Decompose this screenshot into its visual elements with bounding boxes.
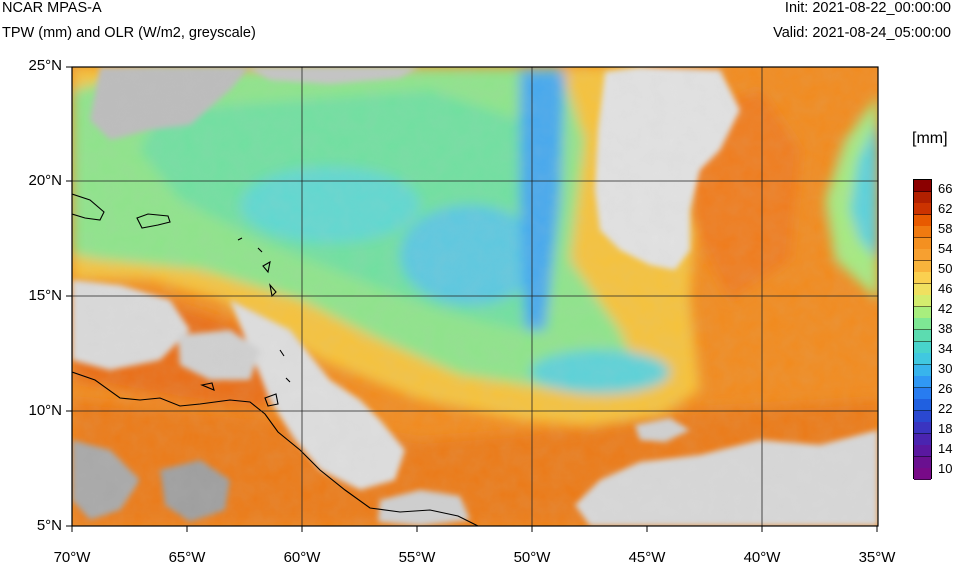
colorbar-swatch [914,249,931,262]
lon-label: 45°W [628,549,666,566]
colorbar-swatch [914,422,931,435]
colorbar-units: [mm] [912,130,948,147]
colorbar-swatch [914,387,931,400]
lon-label: 70°W [53,549,91,566]
colorbar-swatch [914,214,931,227]
colorbar-label: 58 [938,221,953,236]
init-time: Init: 2021-08-22_00:00:00 [784,0,951,16]
colorbar-label: 38 [938,321,953,336]
lat-label: 5°N [36,517,62,534]
lat-label: 20°N [28,172,62,189]
colorbar-label: 22 [938,401,953,416]
colorbar-swatch [914,330,931,343]
coastlines [72,193,479,526]
lon-label: 50°W [513,549,551,566]
olr-clouds [72,67,878,526]
colorbar-label: 46 [938,281,953,296]
colorbar [913,179,932,481]
colorbar-label: 54 [938,241,953,256]
lon-label: 35°W [858,549,896,566]
colorbar-swatch [914,399,931,412]
lat-label: 10°N [28,402,62,419]
colorbar-swatch [914,191,931,204]
colorbar-swatch [914,445,931,458]
colorbar-swatch [914,180,931,193]
colorbar-label: 62 [938,201,953,216]
colorbar-label: 14 [938,441,953,456]
colorbar-swatch [914,283,931,296]
colorbar-label: 34 [938,341,953,356]
lon-label: 55°W [398,549,436,566]
colorbar-label: 10 [938,461,953,476]
lat-label: 25°N [28,57,62,74]
colorbar-swatch [914,318,931,331]
colorbar-swatch [914,433,931,446]
field-description: TPW (mm) and OLR (W/m2, greyscale) [2,25,256,41]
lat-label: 15°N [28,287,62,304]
tick-marks [66,66,878,532]
colorbar-swatch [914,295,931,308]
graticule [72,67,878,526]
colorbar-swatch [914,203,931,216]
colorbar-swatch [914,364,931,377]
valid-time: Valid: 2021-08-24_05:00:00 [773,25,951,41]
colorbar-swatch [914,237,931,250]
colorbar-label: 26 [938,381,953,396]
colorbar-label: 50 [938,261,953,276]
colorbar-label: 18 [938,421,953,436]
tpw-field [72,67,878,526]
colorbar-swatch [914,456,931,469]
colorbar-swatch [914,260,931,273]
colorbar-swatch [914,272,931,285]
colorbar-swatch [914,410,931,423]
colorbar-label: 66 [938,181,953,196]
colorbar-swatch [914,468,931,481]
model-title: NCAR MPAS-A [2,0,102,16]
lon-label: 65°W [168,549,206,566]
colorbar-swatch [914,306,931,319]
lon-label: 40°W [743,549,781,566]
colorbar-swatch [914,376,931,389]
colorbar-swatch [914,226,931,239]
colorbar-swatch [914,353,931,366]
colorbar-label: 42 [938,301,953,316]
colorbar-swatch [914,341,931,354]
colorbar-label: 30 [938,361,953,376]
lon-label: 60°W [283,549,321,566]
